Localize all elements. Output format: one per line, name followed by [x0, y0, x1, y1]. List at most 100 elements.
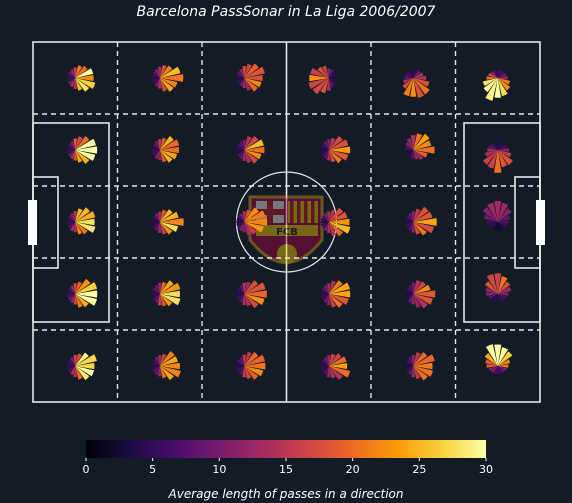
sonar-wedge	[413, 133, 430, 150]
sonar-wedge	[328, 353, 342, 366]
sonar-zone	[405, 206, 437, 236]
sonar-wedge	[68, 78, 76, 85]
sonar-wedge	[320, 366, 329, 371]
sonar-wedge	[159, 150, 167, 163]
sonar-wedge	[236, 289, 245, 294]
sonar-wedge	[405, 148, 414, 152]
sonar-zone	[236, 207, 268, 236]
sonar-wedge	[159, 282, 181, 294]
sonar-wedge	[75, 222, 96, 233]
sonar-wedge	[410, 135, 416, 150]
sonar-wedge	[73, 150, 77, 161]
sonar-wedge	[239, 357, 245, 366]
sonar-wedge	[309, 74, 329, 82]
sonar-wedge	[328, 222, 351, 234]
sonar-wedge	[328, 353, 336, 366]
sonar-wedge	[75, 354, 97, 366]
sonar-wedge	[75, 353, 82, 366]
sonar-wedge	[413, 140, 432, 150]
sonar-wedge	[159, 78, 168, 92]
sonar-wedge	[244, 66, 265, 78]
sonar-wedge	[497, 292, 509, 296]
sonar-wedge	[328, 280, 337, 294]
sonar-wedge	[73, 294, 77, 305]
sonar-wedge	[328, 294, 349, 305]
sonar-wedge	[75, 65, 88, 78]
sonar-wedge	[496, 141, 500, 150]
sonar-wedge	[68, 143, 76, 150]
sonar-wedge	[408, 213, 414, 222]
sonar-wedge	[323, 294, 329, 303]
sonar-wedge	[497, 148, 509, 152]
sonar-wedge	[411, 355, 415, 366]
badge-stripe	[297, 201, 301, 223]
sonar-wedge	[497, 222, 507, 227]
sonar-wedge	[321, 143, 329, 150]
sonar-wedge	[75, 366, 95, 377]
sonar-wedge	[159, 294, 167, 307]
sonar-wedge	[320, 361, 329, 366]
sonar-wedge	[75, 65, 83, 78]
sonar-wedge	[328, 211, 348, 222]
sonar-wedge	[244, 351, 252, 366]
sonar-wedge	[413, 75, 427, 81]
sonar-wedge	[75, 366, 83, 380]
sonar-wedge	[244, 366, 264, 377]
sonar-wedge	[151, 222, 160, 227]
sonar-wedge	[413, 354, 435, 366]
sonar-wedge	[239, 78, 245, 87]
sonar-wedge	[159, 294, 173, 307]
sonar-wedge	[497, 351, 513, 366]
sonar-wedge	[236, 150, 245, 155]
sonar-wedge	[244, 218, 268, 226]
sonar-wedge	[323, 366, 329, 375]
sonar-wedge	[158, 139, 162, 150]
sonar-wedge	[497, 150, 512, 158]
sonar-wedge	[411, 69, 415, 78]
sonar-wedge	[159, 222, 173, 235]
sonar-wedge	[70, 366, 76, 375]
sonar-wedge	[411, 366, 416, 378]
sonar-wedge	[482, 78, 498, 87]
sonar-wedge	[75, 218, 95, 226]
sonar-wedge	[73, 354, 78, 366]
sonar-wedge	[75, 146, 98, 154]
sonar-wedge	[159, 294, 181, 306]
sonar-wedge	[244, 222, 252, 236]
sonar-zone	[67, 136, 98, 164]
sonar-wedge	[328, 78, 337, 83]
sonar-wedge	[159, 366, 167, 379]
sonar-wedge	[490, 294, 498, 301]
colorbar-tick-label: 30	[479, 463, 493, 476]
sonar-wedge	[151, 145, 160, 150]
sonar-wedge	[75, 138, 96, 150]
sonar-wedge	[151, 76, 160, 80]
sonar-wedge	[406, 138, 414, 150]
sonar-wedge	[413, 284, 431, 294]
sonar-wedge	[497, 276, 508, 294]
sonar-wedge	[154, 356, 160, 366]
sonar-wedge	[73, 283, 77, 294]
sonar-wedge	[328, 356, 347, 366]
sonar-wedge	[413, 133, 423, 150]
sonar-wedge	[155, 69, 160, 78]
sonar-wedge	[497, 70, 502, 78]
sonar-wedge	[236, 78, 245, 83]
sonar-wedge	[413, 366, 421, 379]
badge-ball	[277, 244, 297, 264]
sonar-wedge	[486, 220, 498, 224]
sonar-wedge	[236, 361, 245, 366]
sonar-wedge	[236, 148, 245, 152]
sonar-wedge	[328, 136, 343, 150]
sonar-wedge	[242, 211, 246, 222]
sonar-wedge	[485, 150, 498, 157]
sonar-wedge	[244, 222, 257, 235]
sonar-wedge	[236, 145, 245, 150]
sonar-wedge	[493, 70, 498, 78]
sonar-wedge	[242, 139, 246, 150]
sonar-wedge	[497, 142, 503, 150]
sonar-wedge	[405, 361, 414, 366]
sonar-wedge	[405, 150, 414, 155]
sonar-wedge	[413, 146, 435, 154]
